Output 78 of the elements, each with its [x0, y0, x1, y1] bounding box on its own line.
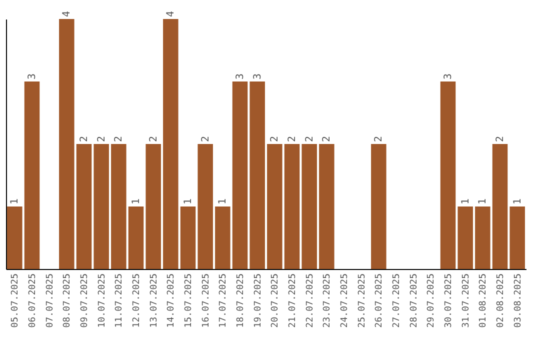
bar	[76, 144, 92, 269]
data-label: 2	[287, 136, 298, 142]
x-tick-label: 15.07.2025	[184, 274, 194, 328]
data-label: 1	[218, 198, 229, 204]
bar	[59, 19, 74, 269]
bar	[94, 144, 109, 269]
bar	[267, 144, 282, 269]
x-tick-label: 26.07.2025	[374, 274, 385, 328]
data-label: 2	[79, 136, 90, 142]
bar	[7, 206, 22, 269]
x-tick-label: 12.07.2025	[132, 274, 142, 328]
x-tick-label: 31.07.2025	[461, 274, 472, 328]
data-label: 1	[131, 198, 142, 204]
x-tick-label: 07.07.2025	[45, 274, 56, 328]
data-label: 3	[252, 73, 264, 80]
data-label: 3	[235, 73, 246, 80]
bar	[215, 206, 230, 269]
x-tick-label: 24.07.2025	[340, 274, 350, 328]
x-tick-label: 25.07.2025	[357, 274, 368, 328]
bar	[475, 206, 490, 269]
bar	[163, 19, 178, 269]
bar	[492, 144, 508, 269]
x-tick-label: 22.07.2025	[305, 274, 316, 328]
data-label: 2	[270, 136, 281, 142]
x-tick-label: 14.07.2025	[166, 274, 177, 328]
x-tick-label: 27.07.2025	[392, 274, 402, 328]
x-tick-label: 03.08.2025	[513, 274, 524, 328]
x-tick-label: 06.07.2025	[28, 274, 38, 328]
x-tick-label: 10.07.2025	[97, 274, 108, 328]
x-tick-label: 01.08.2025	[478, 274, 489, 328]
x-tick-label: 19.07.2025	[253, 274, 264, 328]
data-label: 1	[478, 198, 489, 204]
bar	[128, 206, 144, 269]
data-label: 2	[148, 136, 160, 142]
bar	[319, 144, 334, 269]
x-tick-label: 17.07.2025	[218, 274, 229, 328]
bar	[510, 206, 525, 269]
bar	[180, 206, 196, 269]
bar	[198, 144, 213, 269]
data-label: 1	[512, 198, 524, 204]
bar	[111, 144, 126, 269]
data-label: 4	[62, 10, 73, 17]
x-tick-label: 13.07.2025	[149, 274, 160, 328]
x-tick-label: 20.07.2025	[270, 274, 281, 328]
data-label: 4	[166, 10, 177, 17]
bar	[284, 144, 300, 269]
x-tick-label: 05.07.2025	[10, 274, 21, 328]
data-label: 3	[27, 73, 38, 80]
data-label: 2	[200, 136, 212, 142]
data-label: 1	[10, 198, 21, 204]
bar	[146, 144, 161, 269]
data-label: 2	[495, 136, 506, 142]
bar	[250, 82, 265, 269]
data-label: 2	[374, 136, 385, 142]
data-label: 1	[183, 198, 194, 204]
x-tick-label: 28.07.2025	[409, 274, 420, 328]
x-tick-label: 21.07.2025	[288, 274, 298, 328]
x-tick-label: 23.07.2025	[322, 274, 333, 328]
x-tick-label: 30.07.2025	[444, 274, 454, 328]
bar	[440, 82, 456, 269]
data-label: 3	[443, 73, 454, 80]
x-tick-label: 16.07.2025	[201, 274, 212, 328]
bar	[24, 82, 40, 269]
bar	[371, 144, 386, 269]
data-label: 2	[322, 136, 333, 142]
data-label: 1	[460, 198, 472, 204]
bar	[232, 82, 248, 269]
data-label: 2	[114, 136, 125, 142]
bar	[458, 206, 473, 269]
data-label: 2	[304, 136, 316, 142]
x-tick-label: 09.07.2025	[80, 274, 90, 328]
x-tick-label: 08.07.2025	[62, 274, 73, 328]
x-tick-label: 29.07.2025	[426, 274, 437, 328]
bar	[302, 144, 317, 269]
data-label: 2	[96, 136, 108, 142]
x-tick-label: 18.07.2025	[236, 274, 246, 328]
x-tick-label: 02.08.2025	[496, 274, 506, 328]
x-tick-label: 11.07.2025	[114, 274, 125, 328]
